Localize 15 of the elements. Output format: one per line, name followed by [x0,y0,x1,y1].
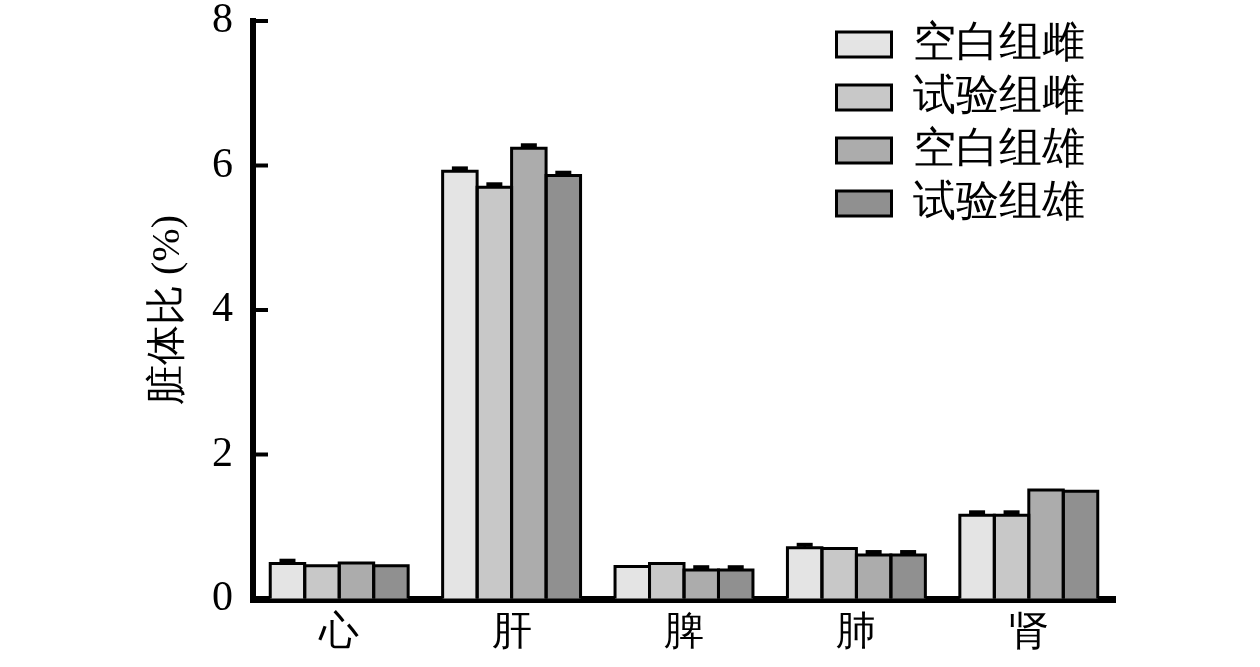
y-tick-label: 6 [212,139,233,186]
x-tick-label: 肾 [1008,607,1049,653]
x-tick-label: 心 [318,607,360,653]
legend-label: 空白组雄 [913,123,1085,171]
x-tick-label: 肝 [491,607,532,653]
y-tick-label: 2 [212,428,233,475]
x-tick-label: 脾 [664,607,704,653]
y-tick-label: 0 [212,573,233,620]
y-tick-label: 8 [212,0,233,42]
y-tick-label: 4 [212,284,233,331]
legend-label: 试验组雄 [913,176,1085,224]
legend-label: 试验组雌 [913,70,1085,118]
legend-label: 空白组雌 [913,17,1085,65]
y-axis-title: 脏体比 (%) [142,215,188,405]
x-tick-label: 肺 [836,607,877,653]
